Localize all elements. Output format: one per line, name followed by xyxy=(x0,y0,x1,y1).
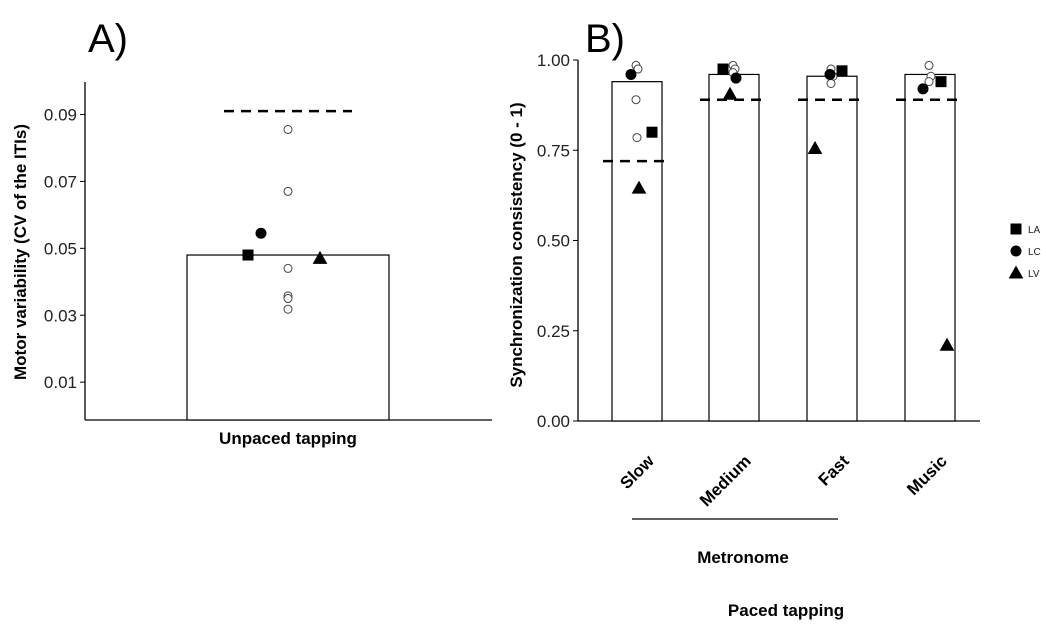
y-tick-label: 1.00 xyxy=(537,51,570,70)
point-lv xyxy=(312,250,328,264)
control-point xyxy=(632,133,642,143)
panel-b-x-categories: Slow Medium Fast Music xyxy=(616,451,950,510)
control-point xyxy=(283,125,293,135)
point-lv xyxy=(939,337,955,351)
legend: LA LC LV xyxy=(1008,223,1041,280)
point-la xyxy=(935,76,947,88)
panel-a-y-axis-title: Motor variability (CV of the ITIs) xyxy=(11,124,30,380)
point-lc xyxy=(824,68,836,80)
bar-music xyxy=(904,73,956,422)
panel-b-points xyxy=(625,60,955,351)
control-point xyxy=(631,95,641,105)
panel-a-points xyxy=(242,125,328,314)
y-tick-label: 0.50 xyxy=(537,232,570,251)
legend-marker-la xyxy=(1010,223,1022,235)
point-lc xyxy=(255,227,267,239)
y-tick-label: 0.03 xyxy=(44,306,77,325)
control-point xyxy=(633,64,643,74)
legend-label-lv: LV xyxy=(1028,269,1040,280)
panel-b-label: B) xyxy=(585,17,625,61)
control-point xyxy=(283,304,293,314)
point-la xyxy=(717,63,729,75)
x-category-label: Medium xyxy=(696,451,755,510)
x-category-label: Slow xyxy=(616,451,658,493)
panel-a-y-ticks: 0.01 0.03 0.05 0.07 0.09 xyxy=(44,105,85,392)
panel-b: B) Synchronization consistency (0 - 1) 0… xyxy=(507,17,1041,620)
bar-medium xyxy=(708,73,760,422)
control-point xyxy=(283,294,293,304)
x-category-label: Fast xyxy=(815,451,853,489)
control-point xyxy=(924,60,934,70)
y-tick-label: 0.25 xyxy=(537,322,570,341)
point-lv xyxy=(631,180,647,194)
control-point xyxy=(283,186,293,196)
y-tick-label: 0.05 xyxy=(44,239,77,258)
panel-b-y-axis-title: Synchronization consistency (0 - 1) xyxy=(507,102,526,387)
legend-marker-lv xyxy=(1008,265,1024,279)
bar-fast xyxy=(806,75,858,422)
x-category-label: Music xyxy=(903,451,951,499)
panel-b-x-axis-title: Paced tapping xyxy=(728,601,844,620)
point-lv xyxy=(807,140,823,154)
y-tick-label: 0.07 xyxy=(44,172,77,191)
panel-a-label: A) xyxy=(88,17,128,61)
control-point xyxy=(924,77,934,87)
bar-unpaced-tapping xyxy=(186,254,390,421)
panel-b-y-ticks: 0.00 0.25 0.50 0.75 1.00 xyxy=(537,51,578,431)
point-lc xyxy=(730,72,742,84)
legend-marker-lc xyxy=(1010,245,1022,257)
control-point xyxy=(826,78,836,88)
point-la xyxy=(646,126,658,138)
point-lc xyxy=(625,68,637,80)
panel-b-bars xyxy=(611,73,956,422)
y-tick-label: 0.75 xyxy=(537,141,570,160)
point-la xyxy=(836,65,848,77)
x-category-label: Unpaced tapping xyxy=(219,429,357,448)
metronome-bracket-label: Metronome xyxy=(697,548,789,567)
control-point xyxy=(283,263,293,273)
legend-label-la: LA xyxy=(1028,225,1041,236)
legend-label-lc: LC xyxy=(1028,247,1041,258)
y-tick-label: 0.09 xyxy=(44,105,77,124)
y-tick-label: 0.01 xyxy=(44,373,77,392)
point-lc xyxy=(917,83,929,95)
panel-a-x-categories: Unpaced tapping xyxy=(219,429,357,448)
panel-a: A) Motor variability (CV of the ITIs) 0.… xyxy=(11,17,492,448)
panel-a-bars xyxy=(186,254,390,421)
point-lv xyxy=(722,86,738,100)
point-la xyxy=(242,249,254,261)
y-tick-label: 0.00 xyxy=(537,412,570,431)
